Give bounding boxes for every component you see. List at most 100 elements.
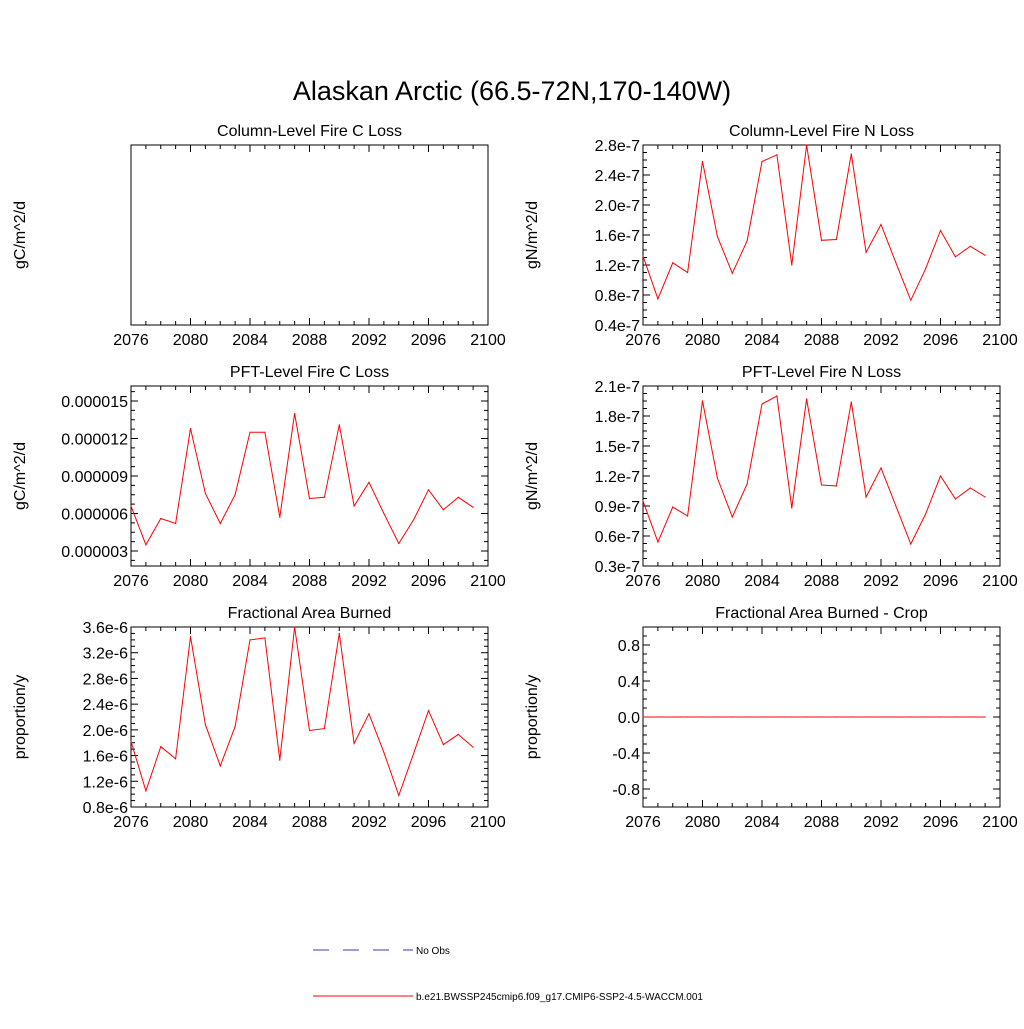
data-point: [642, 500, 644, 502]
data-point: [984, 716, 986, 718]
data-point: [279, 516, 281, 518]
data-point: [880, 716, 882, 718]
data-point: [776, 716, 778, 718]
data-point: [323, 728, 325, 730]
x-tick-label: 2096: [923, 814, 959, 831]
y-tick-label: 1.5e-7: [595, 439, 640, 456]
x-tick-label: 2076: [113, 814, 149, 831]
x-tick-label: 2080: [173, 332, 209, 349]
y-tick-label: 1.8e-7: [595, 409, 640, 426]
data-point: [189, 636, 192, 638]
data-point: [865, 496, 867, 498]
data-point: [413, 753, 415, 755]
chart-title: PFT-Level Fire N Loss: [742, 364, 901, 381]
data-point: [457, 733, 459, 736]
y-axis-label: gC/m^2/d: [12, 442, 29, 510]
data-point: [353, 742, 355, 745]
data-point: [701, 160, 704, 163]
data-point: [954, 256, 957, 258]
x-tick-label: 2088: [292, 573, 328, 590]
x-tick-label: 2084: [232, 332, 268, 349]
x-tick-label: 2088: [804, 332, 840, 349]
data-point: [368, 713, 370, 715]
y-tick-label: -0.4: [612, 746, 640, 763]
data-point: [791, 507, 793, 509]
legend: No Obs b.e21.BWSSP245cmip6.f09_g17.CMIP6…: [313, 946, 703, 1003]
y-axis-label: gN/m^2/d: [524, 201, 541, 269]
data-point: [472, 506, 474, 508]
x-tick-label: 2100: [982, 573, 1018, 590]
data-point: [776, 154, 778, 156]
x-tick-label: 2080: [173, 814, 209, 831]
data-point: [368, 481, 370, 483]
x-tick-label: 2096: [411, 573, 447, 590]
data-point: [910, 543, 912, 545]
chart-title: Fractional Area Burned - Crop: [715, 605, 928, 622]
data-point: [969, 716, 971, 718]
data-point: [219, 765, 221, 767]
legend-model-label: b.e21.BWSSP245cmip6.f09_g17.CMIP6-SSP2-4…: [416, 992, 703, 1003]
series-line-1: [130, 413, 474, 546]
y-tick-label: 0.8e-6: [83, 800, 128, 817]
data-point: [642, 255, 644, 257]
y-axis-label: proportion/y: [524, 675, 541, 760]
data-point: [457, 496, 459, 498]
x-tick-label: 2076: [625, 814, 661, 831]
data-point: [880, 467, 882, 469]
figure-title: Alaskan Arctic (66.5-72N,170-140W): [293, 76, 731, 106]
data-point: [865, 716, 867, 718]
data-point: [175, 758, 177, 760]
y-tick-label: 2.0e-6: [83, 723, 128, 740]
data-point: [398, 794, 400, 797]
x-tick-label: 2088: [804, 814, 840, 831]
data-point: [746, 716, 748, 718]
data-point: [413, 519, 415, 521]
y-axis-label: proportion/y: [12, 675, 29, 760]
chart-title: Column-Level Fire N Loss: [729, 123, 914, 140]
data-point: [731, 716, 733, 718]
data-point: [234, 494, 236, 496]
data-point: [984, 254, 986, 256]
x-tick-label: 2092: [863, 814, 899, 831]
data-point: [442, 744, 444, 746]
data-point: [383, 512, 385, 515]
y-tick-label: 2.8e-7: [595, 138, 640, 155]
y-tick-label: 0.3e-7: [595, 559, 640, 576]
chart-panel-3: PFT-Level Fire C Loss gC/m^2/d 2076 2080 208…: [12, 364, 506, 590]
data-point: [294, 412, 296, 415]
data-point: [279, 759, 281, 761]
x-tick-label: 2100: [470, 814, 506, 831]
chart-panel-4: PFT-Level Fire N Loss gN/m^2/d 2076 2080 208…: [524, 364, 1018, 590]
x-tick-label: 2100: [470, 573, 506, 590]
plot-frame: [642, 385, 1001, 567]
x-tick-label: 2092: [351, 814, 387, 831]
data-point: [746, 483, 748, 485]
x-tick-label: 2092: [351, 573, 387, 590]
x-tick-label: 2100: [982, 814, 1018, 831]
x-tick-label: 2096: [411, 814, 447, 831]
data-point: [731, 516, 733, 518]
y-tick-label: 2.4e-7: [595, 168, 640, 185]
data-point: [939, 229, 942, 232]
y-tick-label: 1.6e-7: [595, 228, 640, 245]
data-point: [687, 515, 689, 517]
data-point: [701, 400, 704, 402]
data-point: [204, 492, 206, 495]
data-point: [806, 144, 808, 146]
data-point: [427, 710, 430, 712]
y-tick-label: 2.0e-7: [595, 198, 640, 215]
data-point: [895, 716, 897, 718]
data-point: [160, 746, 162, 748]
data-point: [865, 251, 867, 253]
x-tick-label: 2088: [804, 573, 840, 590]
data-point: [820, 716, 823, 718]
y-tick-label: 0.000009: [61, 469, 128, 486]
data-point: [761, 716, 763, 718]
y-tick-label: 0.0: [618, 710, 640, 727]
x-tick-label: 2100: [982, 332, 1018, 349]
y-tick-label: 1.2e-7: [595, 258, 640, 275]
y-tick-label: 2.1e-7: [595, 379, 640, 396]
x-tick-label: 2084: [232, 573, 268, 590]
data-point: [716, 477, 719, 479]
data-point: [850, 401, 852, 403]
